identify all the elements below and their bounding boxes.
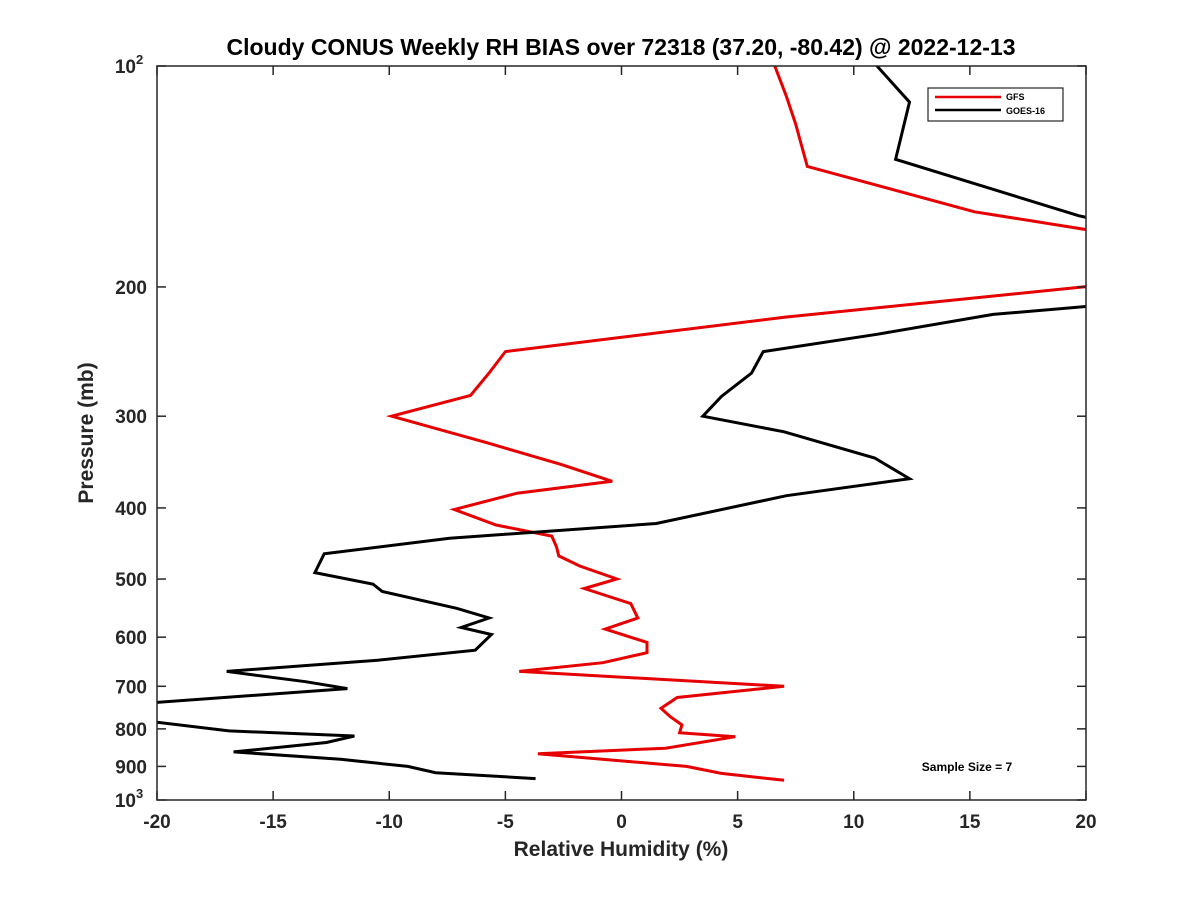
y-tick-label: 200 bbox=[115, 278, 147, 299]
x-tick-label: 5 bbox=[732, 812, 743, 833]
y-tick-label: 500 bbox=[115, 570, 147, 591]
series-line-gfs bbox=[385, 66, 1086, 782]
legend-box bbox=[927, 87, 1064, 122]
legend: GFS GOES-16 bbox=[927, 87, 1064, 122]
x-tick-label: 0 bbox=[616, 812, 627, 833]
chart-title: Cloudy CONUS Weekly RH BIAS over 72318 (… bbox=[226, 34, 1015, 60]
x-tick-label: 20 bbox=[1075, 812, 1096, 833]
x-tick-label: 15 bbox=[959, 812, 981, 833]
legend-label-goes16: GOES-16 bbox=[1006, 106, 1045, 116]
y-tick-label: 400 bbox=[115, 499, 147, 520]
x-tick-label: -15 bbox=[259, 812, 287, 833]
y-tick-label-exponent: 3 bbox=[136, 786, 143, 801]
y-axis-label: Pressure (mb) bbox=[75, 362, 98, 503]
x-tick-label: -20 bbox=[143, 812, 170, 833]
y-tick-label: 10 bbox=[115, 57, 136, 78]
y-tick-label: 300 bbox=[115, 407, 147, 428]
y-tick-label: 700 bbox=[115, 677, 147, 698]
sample-size-annotation: Sample Size = 7 bbox=[922, 760, 1013, 774]
x-tick-label: -10 bbox=[376, 812, 403, 833]
x-tick-label: 10 bbox=[843, 812, 864, 833]
x-tick-label: -5 bbox=[497, 812, 514, 833]
y-tick-label: 900 bbox=[115, 757, 147, 778]
y-tick-label: 10 bbox=[115, 791, 136, 812]
x-axis: -20 -15 -10 -5 0 5 10 15 20 bbox=[143, 66, 1097, 833]
series-line-goes16 bbox=[157, 66, 1086, 781]
y-tick-label: 600 bbox=[115, 628, 147, 649]
series-layer bbox=[157, 66, 1086, 782]
y-tick-label-exponent: 2 bbox=[136, 52, 143, 67]
legend-label-gfs: GFS bbox=[1006, 92, 1025, 102]
x-axis-label: Relative Humidity (%) bbox=[514, 838, 729, 861]
y-tick-label: 800 bbox=[115, 720, 147, 741]
